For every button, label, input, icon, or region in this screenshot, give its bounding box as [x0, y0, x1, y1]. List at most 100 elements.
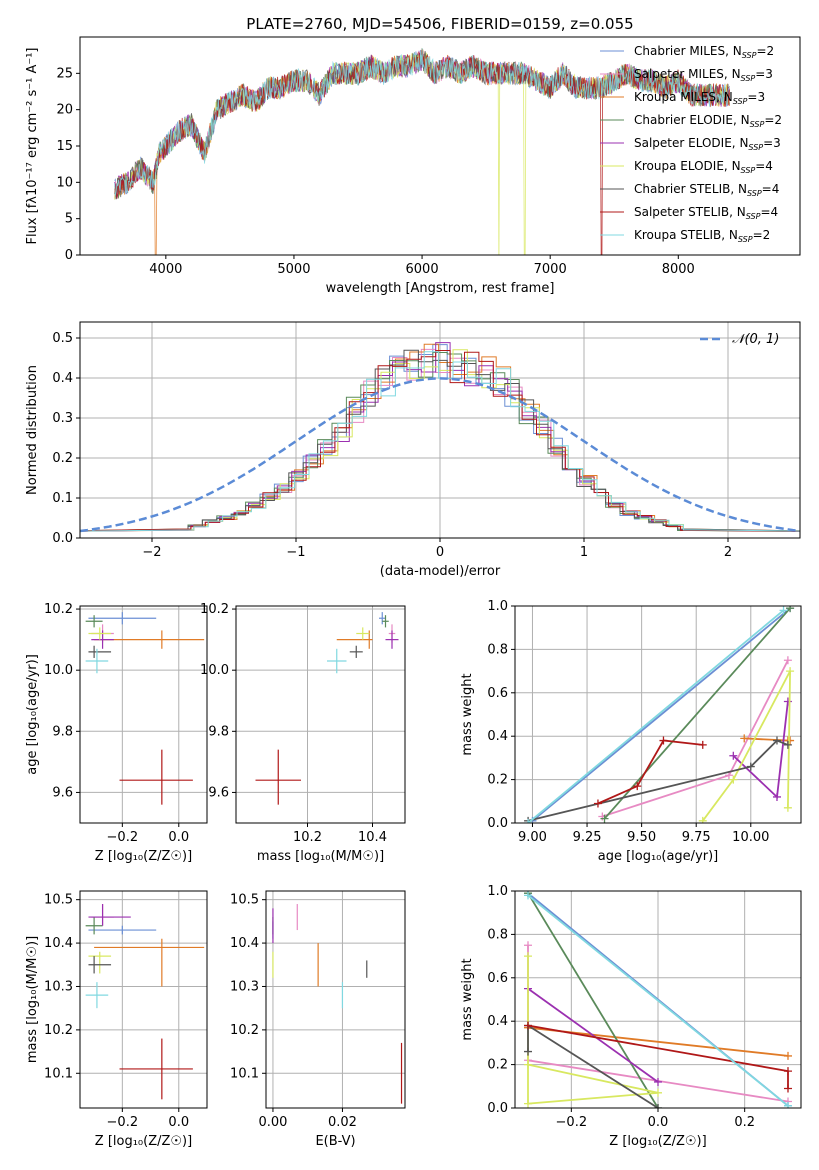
panel-age-vs-Z: −0.2 0.0 9.6 9.8 10.0 10.2 Z [log₁₀(Z/Z☉)] age …: [25, 602, 208, 864]
legend-n: N: [739, 136, 748, 150]
panel-residuals: −2 −1 0 1 2 0.0 0.1 0.2 0.3 0.4 0.5 (data-model)/er…: [25, 321, 801, 579]
y-tick-label: 1.0: [487, 884, 508, 899]
legend-n: N: [732, 159, 741, 173]
figure-title: PLATE=2760, MJD=54506, FIBERID=0159, z=0…: [246, 15, 633, 33]
point-marker: [783, 803, 792, 812]
point-marker: [772, 736, 781, 745]
errorbar-kroupa-elodie: [88, 951, 112, 974]
x-tick-label: 9.00: [518, 830, 547, 845]
histogram-chabrier-stelib: [80, 349, 800, 532]
legend-ssp-subscript: SSP: [733, 97, 748, 106]
legend-nssp-value: =3: [763, 136, 781, 150]
legend-sep: ,: [721, 228, 729, 242]
y-axis-label: age [log₁₀(age/yr)]: [25, 654, 40, 775]
legend-nssp-value: =2: [753, 228, 771, 242]
y-tick-label: 9.6: [208, 785, 229, 800]
x-tick-label: 0.2: [734, 1115, 755, 1130]
legend-ssp-subscript: SSP: [747, 189, 762, 198]
y-tick-label: 10.4: [44, 936, 73, 951]
panel-mass-weight-vs-age: 9.00 9.25 9.50 9.75 10.00 0.0 0.2 0.4 0.6 0.8 1.0 a…: [460, 599, 802, 864]
point-marker: [783, 740, 792, 749]
legend-entry: Chabrier STELIB, NSSP=4: [634, 182, 779, 198]
series-line: [597, 739, 703, 805]
y-tick-label: 10.2: [44, 602, 73, 617]
legend-n: N: [732, 67, 741, 81]
x-tick-label: 4000: [149, 262, 182, 277]
legend-sep: ,: [732, 136, 740, 150]
x-axis-label: age [log₁₀(age/yr)]: [598, 849, 719, 864]
histogram-kroupa-miles: [80, 343, 800, 532]
y-tick-label: 0: [65, 248, 73, 263]
legend-sep: ,: [725, 44, 733, 58]
legend-n: N: [741, 113, 750, 127]
x-axis-label: mass [log₁₀(M/M☉)]: [257, 849, 384, 864]
spectrum-line-kroupa-stelib: [114, 48, 730, 196]
axes-frame: [79, 605, 208, 824]
errorbar-salpeter-elodie: [385, 630, 399, 649]
point-marker: [786, 606, 795, 613]
errorbar-kroupa-stelib: [327, 648, 347, 674]
point-marker: [784, 1084, 792, 1093]
x-tick-label: 1: [580, 545, 588, 560]
point-marker: [729, 775, 738, 784]
axes-frame: [79, 890, 208, 1109]
series-line: [527, 1023, 659, 1108]
point-marker: [783, 697, 792, 706]
y-tick-label: 0.4: [487, 1014, 508, 1029]
legend-model-name: Chabrier MILES: [634, 44, 725, 58]
y-axis-label: Normed distribution: [25, 365, 40, 495]
series-kroupa-stelib: [524, 891, 792, 1108]
legend-nssp-value: =3: [747, 90, 765, 104]
legend-entry: Chabrier MILES, NSSP=2: [634, 44, 774, 60]
errorbar-chabrier-miles: [379, 612, 386, 625]
gaussian-curve: [80, 377, 800, 533]
axes-frame: [79, 321, 801, 539]
y-tick-label: 10.0: [200, 663, 229, 678]
y-tick-label: 20: [56, 103, 73, 118]
plot-area: [255, 612, 399, 805]
errorbar-chabrier-elodie: [382, 615, 389, 628]
x-axis-label: Z [log₁₀(Z/Z☉)]: [609, 1134, 706, 1149]
x-tick-label: 10.4: [358, 830, 387, 845]
point-marker: [524, 891, 532, 900]
point-marker: [524, 952, 532, 961]
x-tick-label: −0.2: [107, 830, 139, 845]
errorbar-kroupa-stelib: [85, 648, 109, 674]
legend-n: N: [738, 182, 747, 196]
legend-sep: ,: [716, 90, 724, 104]
errorbar-salpeter-elodie: [88, 904, 131, 926]
x-tick-label: 0.02: [328, 1115, 357, 1130]
y-tick-label: 10.1: [230, 1066, 259, 1081]
errorbar-chabrier-stelib: [88, 956, 112, 974]
point-marker: [524, 819, 533, 823]
legend-nssp-value: =2: [756, 44, 774, 58]
errorbar-chabrier-stelib: [88, 645, 112, 658]
y-axis-label: mass weight: [460, 958, 475, 1040]
legend-n: N: [737, 205, 746, 219]
plot-area: [524, 891, 792, 1108]
x-tick-label: 0: [436, 545, 444, 560]
y-tick-label: 0.2: [487, 1058, 508, 1073]
y-tick-label: 0.0: [487, 1101, 508, 1116]
point-marker: [786, 667, 795, 676]
y-tick-label: 10.5: [44, 893, 73, 908]
point-marker: [783, 656, 792, 665]
y-axis-label: Flux [fλ10⁻¹⁷ erg cm⁻² s⁻¹ A⁻¹]: [25, 48, 40, 245]
plot-area: [80, 342, 800, 533]
y-tick-label: 0.2: [487, 773, 508, 788]
errorbar-chabrier-stelib: [349, 645, 363, 658]
legend-sep: ,: [724, 159, 732, 173]
series-salpeter-stelib: [524, 1021, 792, 1093]
plot-area: [85, 904, 205, 1100]
point-marker: [524, 1060, 532, 1069]
errorbar-salpeter-stelib: [255, 749, 301, 805]
y-tick-label: 0.8: [487, 927, 508, 942]
legend-gaussian-label: 𝒩(0, 1): [732, 332, 779, 347]
legend-sep: ,: [733, 113, 741, 127]
y-tick-label: 0.6: [487, 971, 508, 986]
x-tick-label: 9.50: [627, 830, 656, 845]
point-marker: [633, 782, 642, 791]
y-tick-label: 10.3: [44, 979, 73, 994]
legend-model-name: Chabrier STELIB: [634, 182, 730, 196]
